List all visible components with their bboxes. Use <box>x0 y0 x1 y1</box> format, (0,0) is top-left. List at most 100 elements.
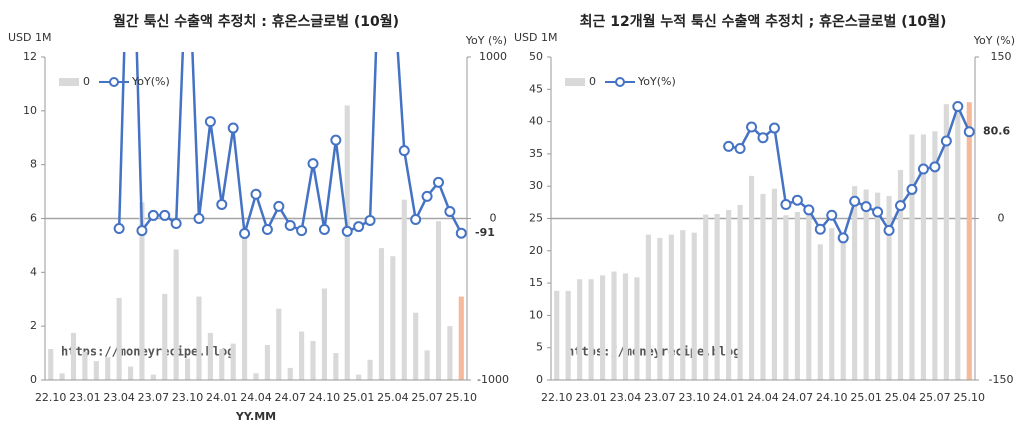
bar <box>413 312 419 380</box>
bar <box>794 212 800 380</box>
yoy-marker <box>159 209 171 221</box>
bar <box>333 353 339 380</box>
yoy-marker <box>929 161 941 173</box>
yoy-marker <box>250 188 262 200</box>
chart-title: 최근 12개월 누적 툭신 수출액 추정치 ; 휴온스글로벌 (10월) <box>580 13 947 30</box>
bar <box>59 373 65 380</box>
bar <box>185 358 191 380</box>
bar <box>657 237 663 380</box>
y-tick-label: 40 <box>529 115 543 128</box>
bar <box>783 215 789 380</box>
bar <box>276 308 282 380</box>
bar <box>390 256 396 380</box>
x-tick-label: 24.07 <box>782 391 814 404</box>
bar <box>565 290 571 380</box>
y2-tick-label: 0 <box>490 212 497 225</box>
x-tick-label: 25.07 <box>411 391 443 404</box>
yoy-marker <box>330 134 342 146</box>
x-tick-label: 24.10 <box>816 391 848 404</box>
bar <box>680 230 686 380</box>
x-tick-label: 23.01 <box>575 391 607 404</box>
legend-swatch <box>565 78 585 86</box>
yoy-marker <box>872 206 884 218</box>
bar <box>554 290 560 380</box>
yoy-marker <box>432 176 444 188</box>
bar <box>367 359 373 380</box>
x-tick-label: 24.07 <box>274 391 306 404</box>
bar <box>611 271 617 380</box>
bar <box>599 275 606 380</box>
yoy-marker <box>410 213 422 225</box>
x-tick-label: 23.04 <box>103 391 135 404</box>
yoy-marker <box>296 225 308 237</box>
bar <box>139 202 145 380</box>
x-tick-label: 24.01 <box>713 391 745 404</box>
y-tick-label: 45 <box>529 82 543 95</box>
bar <box>424 350 430 380</box>
yoy-marker <box>341 225 353 237</box>
bar <box>645 234 651 380</box>
y-axis-label: USD 1M <box>514 31 558 44</box>
line-series <box>723 101 975 244</box>
y-tick-label: 25 <box>529 212 543 225</box>
bar <box>852 186 858 380</box>
bar <box>588 279 594 380</box>
yoy-marker <box>837 232 849 244</box>
chart-title: 월간 툭신 수출액 추정치 : 휴온스글로벌 (10월) <box>113 13 399 30</box>
yoy-marker <box>780 199 792 211</box>
x-tick-label: 23.04 <box>610 391 642 404</box>
y-tick-label: 0 <box>536 373 543 386</box>
bar <box>886 195 892 380</box>
bar <box>920 134 927 380</box>
yoy-marker <box>170 218 182 230</box>
legend-label: YoY(%) <box>131 75 170 88</box>
y-tick-label: 10 <box>529 308 543 321</box>
y2-tick-label: 150 <box>991 50 1012 63</box>
x-tick-label: 24.04 <box>240 391 272 404</box>
yoy-marker <box>952 101 964 113</box>
y-axis-label: USD 1M <box>8 31 52 44</box>
bar <box>829 228 835 380</box>
bar <box>70 332 77 380</box>
bar <box>242 234 248 380</box>
yoy-marker <box>757 132 769 144</box>
yoy-marker <box>768 122 780 134</box>
last-value-label: -91 <box>475 226 495 239</box>
x-tick-label: 23.07 <box>644 391 676 404</box>
x-axis-label: YY.MM <box>235 410 276 423</box>
legend-marker <box>615 77 625 87</box>
yoy-marker <box>906 183 918 195</box>
bar <box>840 232 846 380</box>
bar <box>264 345 270 380</box>
yoy-marker <box>940 135 952 147</box>
yoy-marker <box>364 214 376 226</box>
x-tick-label: 22.10 <box>541 391 573 404</box>
yoy-marker <box>455 227 467 239</box>
y-tick-label: 0 <box>30 373 37 386</box>
watermark: https://moneyrecipe.blog <box>567 345 740 359</box>
y2-tick-label: -1000 <box>477 373 509 386</box>
bar <box>435 221 442 380</box>
bar <box>447 326 453 380</box>
y-tick-label: 4 <box>30 265 37 278</box>
yoy-marker <box>147 209 159 221</box>
yoy-marker <box>444 206 456 218</box>
bar <box>253 373 259 380</box>
yoy-marker <box>826 209 838 221</box>
yoy-marker <box>734 143 746 155</box>
yoy-marker <box>136 225 148 237</box>
x-tick-label: 25.04 <box>885 391 917 404</box>
y2-tick-label: 1000 <box>479 50 507 63</box>
yoy-marker <box>353 221 365 233</box>
yoy-marker <box>398 145 410 157</box>
x-tick-label: 24.01 <box>206 391 238 404</box>
bar <box>771 188 778 380</box>
bar <box>173 249 179 380</box>
y-tick-label: 6 <box>30 212 37 225</box>
bar <box>196 296 202 380</box>
bar <box>321 288 327 380</box>
bar <box>207 332 213 380</box>
yoy-marker <box>216 198 228 210</box>
y-tick-label: 5 <box>536 341 543 354</box>
